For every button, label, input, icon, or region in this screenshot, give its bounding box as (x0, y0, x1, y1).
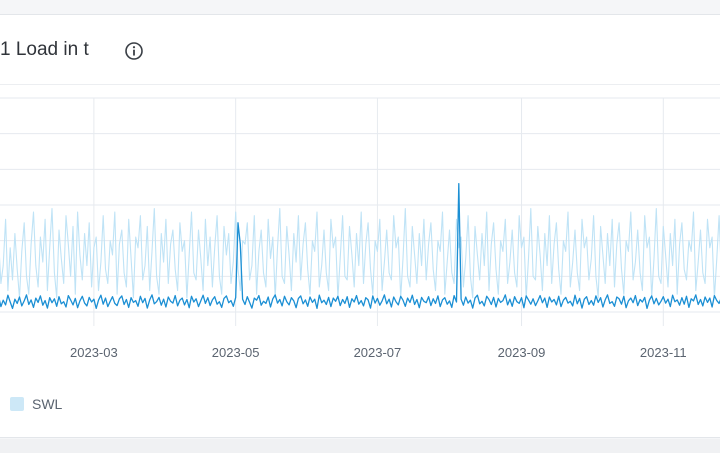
x-tick-label: 2023-09 (498, 345, 546, 360)
info-circle-icon[interactable] (124, 41, 144, 61)
x-tick-label: 2023-07 (354, 345, 402, 360)
x-tick-labels: 2023-03 2023-05 2023-07 2023-09 2023-11 (70, 345, 687, 360)
x-tick-label: 2023-05 (212, 345, 260, 360)
panel-title: 1 Load in t (0, 39, 89, 60)
legend-label-swl: SWL (32, 396, 63, 412)
header-divider (0, 84, 720, 85)
legend[interactable]: SWL (10, 396, 62, 412)
legend-swatch (10, 397, 24, 411)
bottom-strip (0, 439, 720, 453)
series-layer (0, 182, 720, 310)
x-tick-label: 2023-11 (640, 345, 687, 360)
grid-layer (0, 97, 720, 326)
series-line-swl[interactable] (0, 208, 720, 302)
series-line-dark[interactable] (0, 182, 720, 310)
x-tick-label: 2023-03 (70, 345, 118, 360)
